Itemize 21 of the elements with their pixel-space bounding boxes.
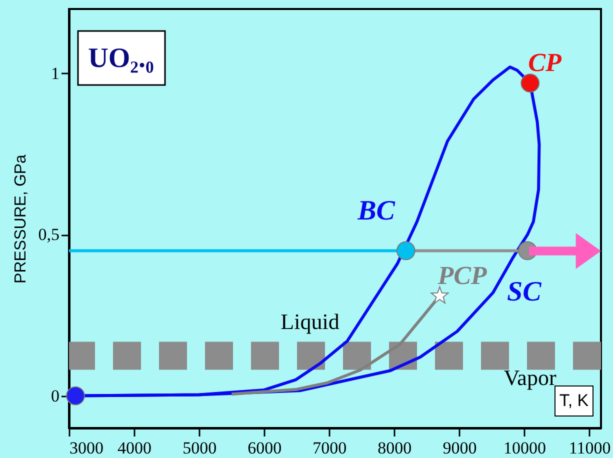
series-label: BC bbox=[356, 196, 396, 227]
x-tick-label: 7000 bbox=[312, 438, 347, 458]
x-tick-label: 5000 bbox=[182, 438, 217, 458]
series-label: CP bbox=[528, 48, 562, 78]
x-tick-label: 4000 bbox=[118, 438, 152, 458]
x-tick-label: 10000 bbox=[504, 438, 546, 458]
x-tick-label: 9000 bbox=[442, 438, 477, 458]
y-tick-label: 1 bbox=[51, 64, 60, 83]
series-label: PCP bbox=[436, 260, 488, 290]
y-tick-label: 0,5 bbox=[38, 225, 60, 244]
x-tick-label: 3000 bbox=[70, 438, 104, 458]
x-tick-label: 8000 bbox=[378, 438, 412, 458]
annotation: Vapor bbox=[504, 365, 557, 390]
x-tick-label: 11000 bbox=[568, 438, 611, 458]
annotation: Liquid bbox=[280, 309, 340, 334]
x-axis-title: T, K bbox=[559, 391, 590, 410]
y-axis-title: PRESSURE, GPa bbox=[12, 154, 30, 284]
x-tick-label: 6000 bbox=[248, 438, 282, 458]
series-label: SC bbox=[507, 276, 542, 308]
y-tick-label: 0 bbox=[51, 386, 60, 406]
annotation: UO₂.₀ bbox=[88, 43, 154, 74]
